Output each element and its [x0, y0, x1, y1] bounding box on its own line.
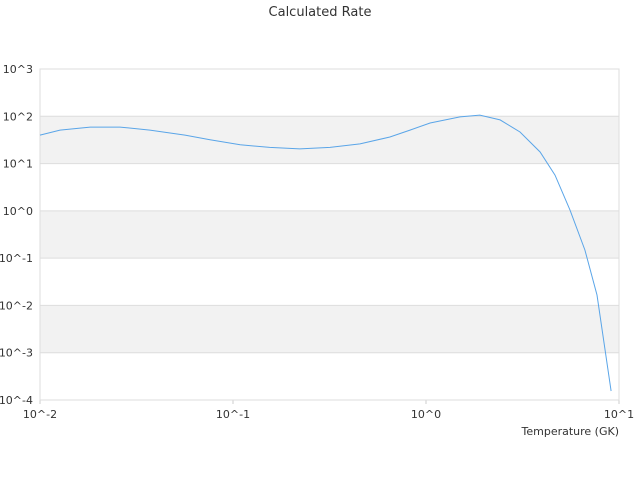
y-tick-label: 10^3	[3, 63, 33, 76]
y-tick-label: 10^-3	[0, 347, 33, 360]
line	[39, 114, 612, 392]
y-tick-label: 10^-2	[0, 299, 33, 312]
x-axis-label: Temperature (GK)	[521, 425, 620, 438]
chart-title: Calculated Rate	[269, 5, 372, 20]
y-tick-label: 10^-1	[0, 252, 33, 265]
x-tick-label: 10^-2	[23, 408, 57, 421]
y-tick-label: 10^1	[3, 158, 33, 171]
grid	[40, 68, 619, 401]
y-tick-label: 10^-4	[0, 394, 33, 407]
band	[40, 116, 619, 164]
x-tick-label: 10^0	[411, 408, 441, 421]
x-tick-label: 10^1	[604, 408, 634, 421]
band	[40, 210, 619, 259]
y-tick-label: 10^0	[3, 205, 33, 218]
x-tick-label: 10^-1	[216, 408, 250, 421]
plot-frame	[39, 68, 620, 401]
y-tick-label: 10^2	[3, 110, 33, 123]
band	[40, 305, 619, 353]
